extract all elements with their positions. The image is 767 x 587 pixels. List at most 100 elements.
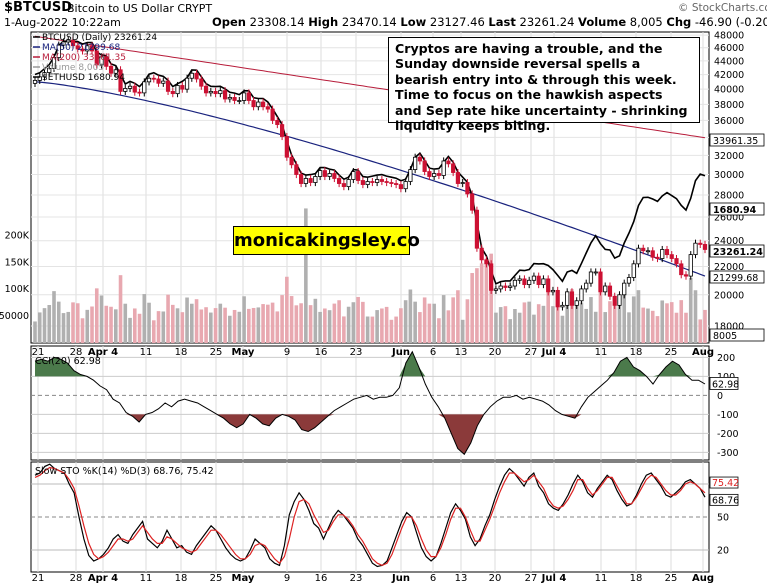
candle (275, 120, 280, 125)
candle (318, 170, 323, 177)
volume-bar (465, 299, 470, 343)
volume-bar (546, 290, 550, 343)
candle (308, 178, 313, 183)
candle (227, 97, 232, 100)
volume-bar (232, 309, 237, 343)
candle (531, 275, 537, 281)
volume-bar (622, 289, 627, 343)
x-tick-label: 16 (315, 347, 328, 358)
price-flag (709, 328, 765, 342)
legend-entry: MA(50) 21299.68 (42, 43, 120, 53)
candle (218, 90, 223, 95)
volume-bar (109, 306, 113, 343)
price-flag-label: 8005 (713, 331, 737, 342)
price-tick-label: 48000 (714, 31, 744, 42)
high-label: High (308, 15, 339, 29)
price-tick-label: 40000 (714, 85, 744, 96)
x-tick-label-bottom: 6 (430, 573, 436, 584)
candle (607, 285, 613, 297)
candle (617, 294, 622, 306)
candle (180, 85, 185, 90)
candle (346, 179, 351, 188)
site-label: monicakingsley.co (233, 226, 420, 255)
price-tick-label: 26000 (714, 212, 744, 223)
x-tick-label: 11 (595, 347, 608, 358)
volume-bar (37, 312, 42, 343)
volume-bar (432, 303, 436, 343)
volume-bar (646, 308, 650, 343)
x-tick-label: 18 (175, 347, 188, 358)
volume-bar (66, 311, 71, 343)
candle (698, 242, 703, 245)
volume-bar (185, 297, 189, 343)
volume-bar (403, 300, 408, 343)
candle (669, 254, 674, 259)
volume-bar (223, 307, 227, 343)
candle (612, 295, 617, 306)
x-tick-label: 23 (350, 347, 363, 358)
candle (655, 256, 660, 259)
candle (693, 242, 698, 256)
x-tick-label-bottom: 21 (32, 573, 45, 584)
x-tick-label: 9 (284, 347, 290, 358)
volume-bar (508, 319, 512, 343)
volume-bar (375, 310, 379, 343)
candle (199, 78, 204, 87)
volume-bar (209, 312, 213, 343)
volume-bar (132, 308, 137, 343)
volume-bar (85, 309, 90, 343)
volume-bar (242, 296, 246, 343)
volume-tick-label: 200K (5, 230, 30, 241)
x-tick-label-bottom: 16 (315, 573, 328, 584)
cci-line (34, 350, 706, 456)
volume-bar (166, 294, 170, 343)
volume-bar (261, 304, 265, 343)
volume-bar (175, 308, 180, 343)
volume-bar (541, 305, 546, 343)
volume-bar (470, 273, 474, 343)
volume-bar (47, 305, 52, 343)
candle (546, 278, 551, 293)
volume-bar (589, 297, 593, 343)
candle (550, 289, 556, 293)
x-tick-label: 21 (32, 347, 45, 358)
volume-bar (560, 315, 565, 343)
candle (408, 169, 413, 182)
candle (246, 92, 251, 101)
candle (256, 101, 261, 108)
volume-bar (703, 309, 707, 343)
price-tick-label: 24000 (714, 236, 744, 247)
volume-bar (527, 301, 531, 343)
candle (422, 160, 427, 172)
volume-bar (318, 311, 322, 343)
volume-bar (394, 316, 398, 343)
volume-bar (456, 290, 460, 343)
candle (341, 183, 346, 188)
x-tick-label: 28 (70, 347, 83, 358)
candle (270, 108, 275, 121)
candle (394, 183, 399, 185)
price-tick-label: 20000 (714, 290, 744, 301)
x-tick-label: Apr 4 (88, 347, 118, 358)
volume-bar (251, 307, 256, 343)
volume-bar (199, 309, 204, 343)
volume-bar (503, 306, 508, 343)
price-flag-label: 23261.24 (713, 247, 763, 258)
x-tick-label: Jul 4 (541, 347, 567, 358)
candle (170, 90, 175, 95)
volume-bar (584, 308, 589, 343)
volume-bar (370, 316, 375, 343)
candle (536, 275, 541, 285)
volume-bar (688, 277, 693, 343)
candle (436, 173, 442, 176)
legend-entry: Volume 8,005 (42, 63, 104, 73)
x-tick-label-bottom: Jun (391, 573, 410, 584)
chg-value: -46.90 (-0.20%) (694, 15, 767, 29)
candle (66, 39, 71, 43)
candle (484, 259, 489, 265)
volume-bar (551, 306, 555, 343)
price-tick-label: 38000 (714, 100, 744, 111)
volume-bar (494, 312, 498, 343)
volume-bar (289, 296, 294, 343)
volume-bar (655, 316, 660, 343)
